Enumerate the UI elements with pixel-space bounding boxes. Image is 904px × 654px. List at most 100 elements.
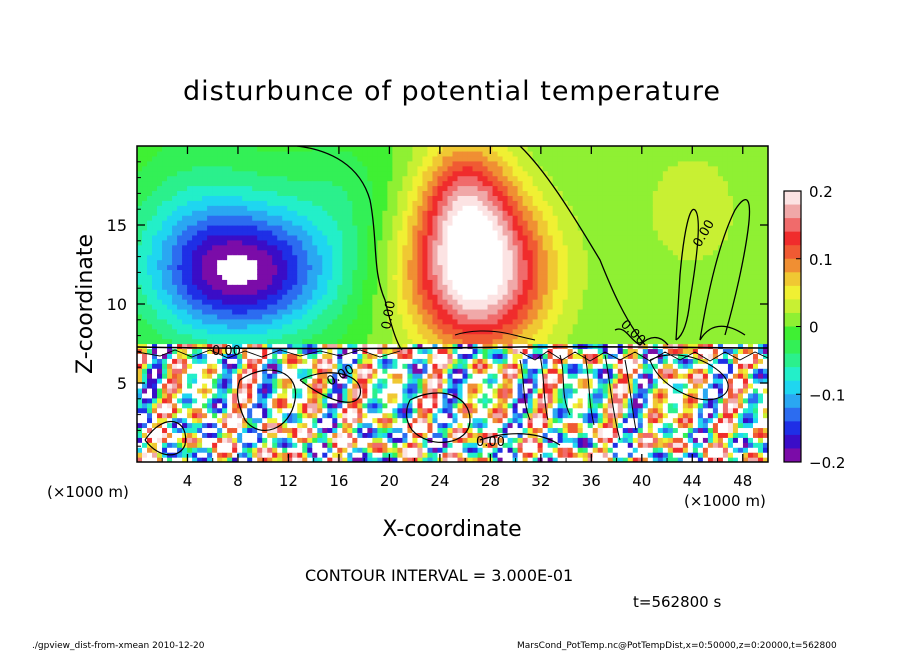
heatmap-cell	[307, 279, 313, 285]
heatmap-cell	[262, 195, 268, 201]
heatmap-cell	[402, 190, 409, 196]
heatmap-cell	[472, 274, 479, 280]
heatmap-cell	[157, 170, 163, 177]
heatmap-cell	[262, 150, 268, 157]
heatmap-cell	[197, 284, 203, 290]
heatmap-cell	[417, 387, 424, 394]
heatmap-cell	[452, 150, 459, 157]
heatmap-cell	[342, 220, 348, 226]
heatmap-cell	[157, 427, 163, 433]
heatmap-cell	[467, 412, 474, 419]
heatmap-cell	[317, 328, 323, 335]
heatmap-cell	[352, 264, 358, 271]
heatmap-cell	[262, 432, 268, 438]
heatmap-cell	[282, 165, 288, 172]
heatmap-cell	[417, 333, 424, 340]
heatmap-cell	[447, 383, 454, 389]
heatmap-cell	[347, 244, 353, 251]
heatmap-cell	[417, 402, 424, 409]
heatmap-cell	[307, 205, 313, 211]
heatmap-cell	[217, 412, 223, 419]
heatmap-cell	[152, 328, 158, 335]
heatmap-cell	[182, 417, 188, 424]
heatmap-cell	[487, 338, 494, 345]
heatmap-cell	[472, 279, 479, 285]
heatmap-cell	[477, 402, 484, 409]
heatmap-cell	[197, 289, 203, 295]
heatmap-cell	[137, 284, 143, 290]
heatmap-cell	[347, 269, 353, 275]
heatmap-cell	[287, 343, 293, 350]
heatmap-cell	[487, 432, 494, 438]
heatmap-cell	[197, 318, 203, 325]
heatmap-cell	[217, 170, 223, 177]
heatmap-cell	[212, 299, 218, 305]
heatmap-cell	[522, 259, 529, 266]
heatmap-cell	[422, 318, 429, 325]
heatmap-cell	[187, 358, 193, 364]
heatmap-cell	[272, 210, 278, 216]
heatmap-cell	[497, 254, 504, 261]
heatmap-cell	[462, 348, 469, 354]
heatmap-cell	[282, 353, 288, 359]
heatmap-cell	[252, 333, 258, 340]
heatmap-cell	[452, 392, 459, 399]
heatmap-cell	[292, 358, 298, 364]
heatmap-cell	[247, 279, 253, 285]
heatmap-cell	[402, 215, 409, 221]
heatmap-cell	[422, 234, 429, 241]
heatmap-cell	[492, 368, 499, 374]
heatmap-cell	[467, 210, 474, 216]
heatmap-cell	[277, 308, 283, 315]
heatmap-cell	[212, 254, 218, 261]
heatmap-cell	[287, 180, 293, 187]
heatmap-cell	[467, 358, 474, 364]
heatmap-cell	[342, 259, 348, 266]
heatmap-cell	[147, 378, 153, 384]
heatmap-cell	[467, 229, 474, 236]
heatmap-cell	[407, 220, 414, 226]
heatmap-cell	[522, 338, 529, 345]
heatmap-cell	[182, 387, 188, 394]
heatmap-cell	[367, 308, 373, 315]
heatmap-cell	[477, 225, 484, 231]
heatmap-cell	[227, 378, 233, 384]
heatmap-cell	[247, 249, 253, 256]
heatmap-cell	[477, 229, 484, 236]
heatmap-cell	[322, 284, 328, 290]
heatmap-cell	[452, 387, 459, 394]
heatmap-cell	[427, 368, 434, 374]
heatmap-cell	[362, 442, 368, 448]
heatmap-cell	[202, 333, 208, 340]
heatmap-cell	[217, 442, 223, 448]
heatmap-cell	[402, 318, 409, 325]
heatmap-cell	[387, 225, 394, 231]
heatmap-cell	[312, 190, 318, 196]
heatmap-cell	[322, 299, 328, 305]
heatmap-cell	[397, 220, 404, 226]
heatmap-cell	[192, 210, 198, 216]
heatmap-cell	[442, 432, 449, 438]
heatmap-cell	[347, 229, 353, 236]
heatmap-cell	[157, 146, 163, 152]
heatmap-cell	[367, 185, 373, 192]
heatmap-cell	[137, 447, 143, 453]
heatmap-cell	[277, 244, 283, 251]
heatmap-cell	[447, 234, 454, 241]
heatmap-cell	[357, 234, 363, 241]
heatmap-cell	[257, 378, 263, 384]
heatmap-cell	[522, 313, 529, 320]
heatmap-cell	[217, 294, 223, 300]
heatmap-cell	[237, 442, 243, 448]
heatmap-cell	[422, 397, 429, 404]
heatmap-cell	[372, 304, 378, 310]
heatmap-cell	[467, 402, 474, 409]
heatmap-cell	[382, 190, 388, 196]
heatmap-cell	[307, 427, 313, 433]
heatmap-cell	[322, 457, 328, 462]
heatmap-cell	[372, 279, 378, 285]
heatmap-cell	[327, 392, 333, 399]
heatmap-cell	[332, 215, 338, 221]
heatmap-cell	[382, 348, 388, 354]
heatmap-cell	[512, 323, 519, 330]
